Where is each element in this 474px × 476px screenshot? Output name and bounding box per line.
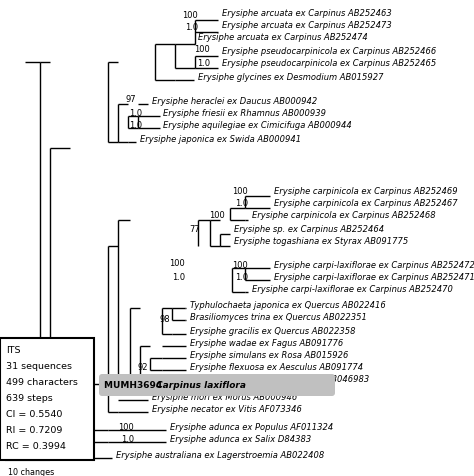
Text: ITS: ITS — [6, 346, 20, 355]
Text: RI = 0.7209: RI = 0.7209 — [6, 426, 63, 435]
Text: CI = 0.5540: CI = 0.5540 — [6, 410, 63, 419]
Text: Erysiphe australiana ex Lagerstroemia AB022408: Erysiphe australiana ex Lagerstroemia AB… — [116, 452, 324, 460]
Text: Erysiphe adunca ex Salix D84383: Erysiphe adunca ex Salix D84383 — [170, 436, 311, 445]
Text: 1.0: 1.0 — [129, 121, 142, 130]
Text: 1.0: 1.0 — [235, 274, 248, 282]
Text: 98: 98 — [159, 316, 170, 325]
Text: Erysiphe carpinicola ex Carpinus AB252467: Erysiphe carpinicola ex Carpinus AB25246… — [274, 199, 457, 208]
Text: Erysiphe carpinicola ex Carpinus AB252468: Erysiphe carpinicola ex Carpinus AB25246… — [252, 211, 436, 220]
Text: Erysiphe pseudocarpinicola ex Carpinus AB252466: Erysiphe pseudocarpinicola ex Carpinus A… — [222, 48, 436, 57]
Text: 1.0: 1.0 — [121, 436, 134, 445]
Text: Erysiphe friesii ex Rhamnus AB000939: Erysiphe friesii ex Rhamnus AB000939 — [163, 109, 326, 119]
Text: Erysiphe mori ex Morus AB000946: Erysiphe mori ex Morus AB000946 — [152, 393, 297, 401]
Text: 1.0: 1.0 — [185, 23, 198, 32]
Text: Erysiphe pseudocarpinicola ex Carpinus AB252465: Erysiphe pseudocarpinicola ex Carpinus A… — [222, 60, 436, 69]
Text: 31 sequences: 31 sequences — [6, 362, 72, 371]
Text: 1.0: 1.0 — [235, 199, 248, 208]
Text: 639 steps: 639 steps — [6, 394, 53, 403]
Text: Erysiphe arcuata ex Carpinus AB252463: Erysiphe arcuata ex Carpinus AB252463 — [222, 10, 392, 19]
Text: 100: 100 — [232, 188, 248, 197]
Text: Erysiphe adunca ex Populus AF011324: Erysiphe adunca ex Populus AF011324 — [170, 424, 333, 433]
Text: Erysiphe japonica ex Swida AB000941: Erysiphe japonica ex Swida AB000941 — [140, 136, 301, 145]
Text: Erysiphe arcuata ex Carpinus AB252474: Erysiphe arcuata ex Carpinus AB252474 — [198, 33, 368, 42]
Text: RC = 0.3994: RC = 0.3994 — [6, 442, 66, 451]
Text: Erysiphe heraclei ex Daucus AB000942: Erysiphe heraclei ex Daucus AB000942 — [152, 98, 317, 107]
Text: Erysiphe carpi-laxiflorae ex Carpinus AB252470: Erysiphe carpi-laxiflorae ex Carpinus AB… — [252, 285, 453, 294]
Text: Erysiphe simulans ex Rosa AB015926: Erysiphe simulans ex Rosa AB015926 — [190, 351, 348, 360]
Text: Erysiphe carpi-laxiflorae ex Carpinus AB252472: Erysiphe carpi-laxiflorae ex Carpinus AB… — [274, 260, 474, 269]
Text: 499 characters: 499 characters — [6, 378, 78, 387]
Text: 97: 97 — [126, 96, 136, 105]
Text: 100: 100 — [194, 46, 210, 54]
Text: Erysiphe flexuosa ex Aesculus AB091774: Erysiphe flexuosa ex Aesculus AB091774 — [190, 364, 363, 373]
Text: 100: 100 — [182, 11, 198, 20]
Text: Erysiphe wadae ex Fagus AB091776: Erysiphe wadae ex Fagus AB091776 — [190, 339, 343, 348]
Text: 1.0: 1.0 — [172, 274, 185, 282]
Text: MUMH3694: MUMH3694 — [104, 380, 165, 389]
FancyBboxPatch shape — [0, 338, 94, 460]
FancyBboxPatch shape — [99, 374, 335, 396]
Text: 77: 77 — [189, 225, 200, 234]
Text: 1.0: 1.0 — [129, 109, 142, 118]
Text: Erysiphe arcuata ex Carpinus AB252473: Erysiphe arcuata ex Carpinus AB252473 — [222, 21, 392, 30]
Text: Erysiphe gracilis ex Quercus AB022358: Erysiphe gracilis ex Quercus AB022358 — [190, 327, 356, 337]
Text: Typhulochaeta japonica ex Quercus AB022416: Typhulochaeta japonica ex Quercus AB0224… — [190, 301, 386, 310]
Text: Erysiphe prunastri ex Prunus AB046983: Erysiphe prunastri ex Prunus AB046983 — [202, 376, 369, 385]
Text: 100: 100 — [118, 423, 134, 432]
Text: 1.0: 1.0 — [197, 59, 210, 68]
Text: Erysiphe aquilegiae ex Cimicifuga AB000944: Erysiphe aquilegiae ex Cimicifuga AB0009… — [163, 121, 352, 130]
Text: 92: 92 — [137, 363, 148, 371]
Text: 100: 100 — [169, 259, 185, 268]
Text: Erysiphe carpinicola ex Carpinus AB252469: Erysiphe carpinicola ex Carpinus AB25246… — [274, 188, 457, 197]
Text: Carpinus laxiflora: Carpinus laxiflora — [156, 380, 246, 389]
Text: 1.0: 1.0 — [135, 376, 148, 385]
Text: Erysiphe carpi-laxiflorae ex Carpinus AB252471: Erysiphe carpi-laxiflorae ex Carpinus AB… — [274, 272, 474, 281]
Text: 10 changes: 10 changes — [8, 468, 54, 476]
Text: Erysiphe sp. ex Carpinus AB252464: Erysiphe sp. ex Carpinus AB252464 — [234, 226, 384, 235]
Text: Erysiphe glycines ex Desmodium AB015927: Erysiphe glycines ex Desmodium AB015927 — [198, 73, 383, 82]
Text: Brasiliomyces trina ex Quercus AB022351: Brasiliomyces trina ex Quercus AB022351 — [190, 314, 367, 323]
Text: Erysiphe togashiana ex Styrax AB091775: Erysiphe togashiana ex Styrax AB091775 — [234, 238, 408, 247]
Text: 100: 100 — [232, 260, 248, 269]
Text: Erysiphe necator ex Vitis AF073346: Erysiphe necator ex Vitis AF073346 — [152, 405, 302, 414]
Text: 100: 100 — [209, 210, 225, 219]
